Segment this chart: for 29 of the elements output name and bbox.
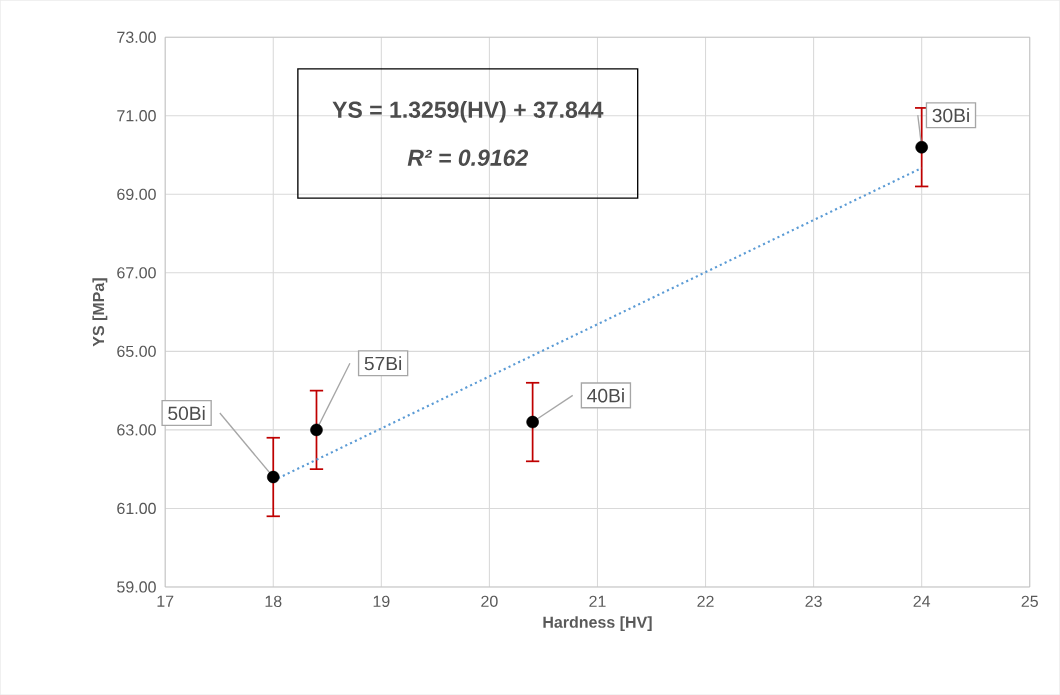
annotation: 40Bi: [587, 388, 624, 403]
y-tick-label: 59.00: [117, 581, 156, 593]
y-tick-label: 69.00: [117, 188, 156, 200]
point: [310, 423, 323, 437]
x-axis-title: Hardness [HV]: [543, 616, 652, 631]
annotation: 50Bi: [168, 405, 205, 421]
y-axis-title: YS [MPa]: [92, 278, 108, 347]
y-tick-label: 61.00: [117, 502, 156, 514]
x-tick-label: 22: [697, 595, 714, 607]
annotation: 30Bi: [932, 108, 969, 123]
y-tick-label: 71.00: [117, 110, 156, 122]
y-tick-label: 73.00: [117, 31, 156, 43]
point: [526, 415, 539, 429]
point: [915, 140, 928, 154]
y-tick-label: 63.00: [117, 424, 156, 436]
x-tick-label: 25: [1021, 595, 1038, 607]
x-tick-label: 23: [805, 595, 822, 607]
x-tick-label: 24: [913, 595, 931, 607]
y-tick-label: 65.00: [117, 345, 156, 357]
x-tick-label: 17: [157, 595, 174, 607]
annotation: 57Bi: [364, 356, 402, 371]
x-tick-label: 21: [589, 595, 606, 607]
x-tick-label: 18: [265, 595, 282, 607]
annotation: YS = 1.3259(HV) + 37.844: [332, 100, 604, 123]
x-tick-label: 19: [373, 595, 390, 607]
x-tick-label: 20: [481, 595, 498, 607]
annotation: R² = 0.9162: [407, 149, 529, 166]
y-tick-label: 67.00: [117, 267, 156, 279]
point: [266, 470, 280, 484]
